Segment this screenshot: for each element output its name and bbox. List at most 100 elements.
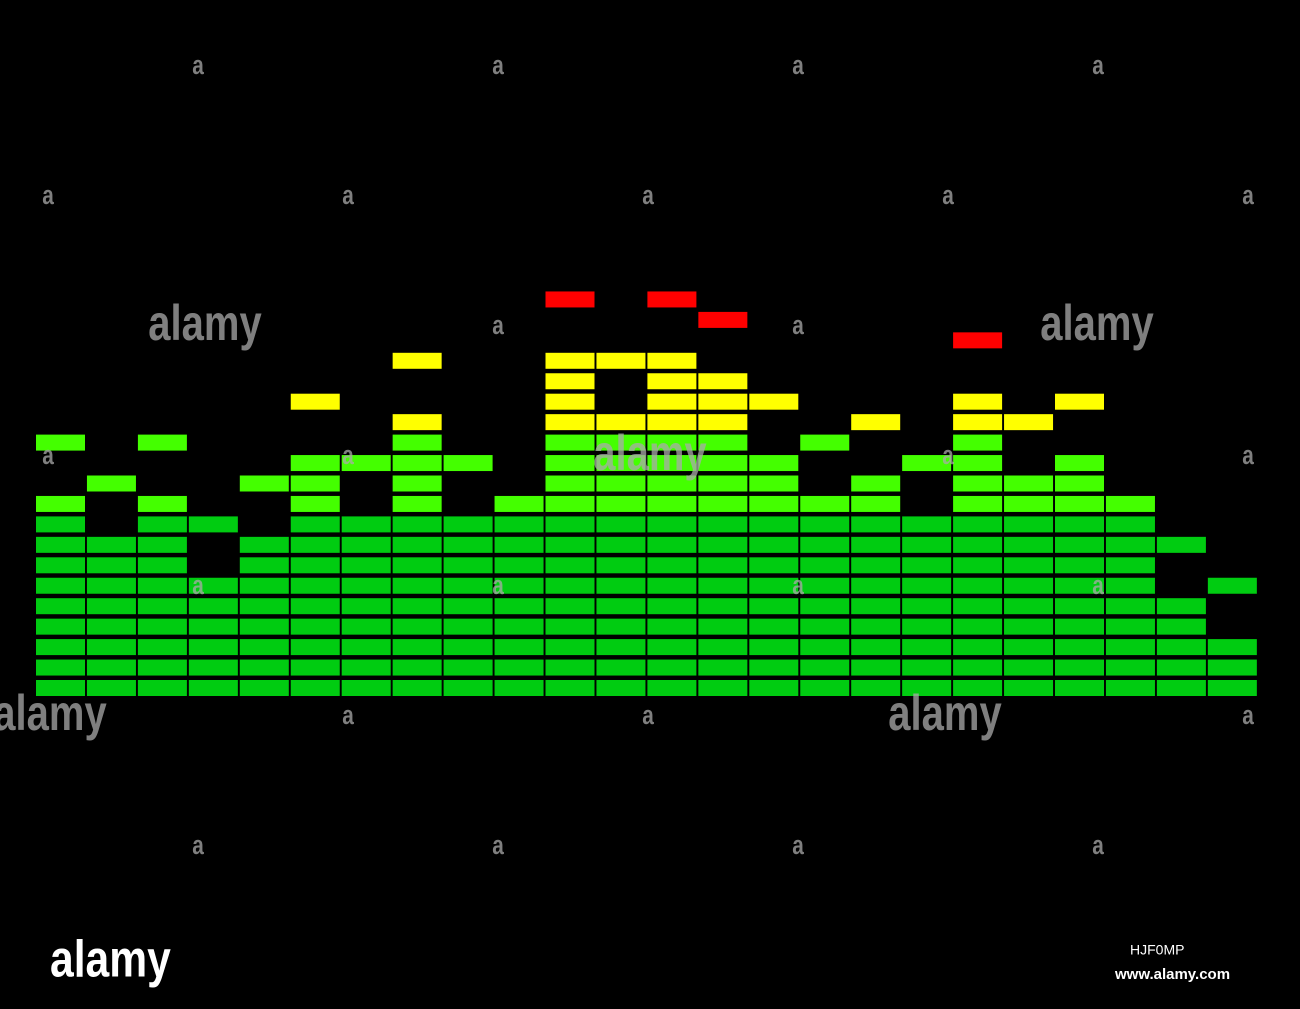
peak-cell <box>800 434 850 451</box>
peak-cell <box>290 393 340 410</box>
level-cell <box>443 618 493 635</box>
level-cell <box>443 659 493 676</box>
watermark: a <box>1242 701 1254 730</box>
level-cell <box>341 639 391 656</box>
level-cell <box>545 414 595 431</box>
level-cell <box>698 434 748 451</box>
watermark: a <box>1242 181 1254 210</box>
watermark: a <box>192 571 204 600</box>
level-cell <box>36 659 85 676</box>
level-cell <box>596 434 646 451</box>
level-cell <box>1156 639 1206 656</box>
level-cell <box>443 516 493 533</box>
level-cell <box>86 618 136 635</box>
peak-cell <box>137 434 187 451</box>
level-cell <box>596 659 646 676</box>
level-cell <box>698 680 748 696</box>
level-cell <box>800 598 850 615</box>
level-cell <box>341 598 391 615</box>
level-cell <box>698 495 748 512</box>
level-cell <box>1156 618 1206 635</box>
watermark: a <box>192 51 204 80</box>
level-cell <box>1004 680 1054 696</box>
watermark: a <box>1092 571 1104 600</box>
level-cell <box>392 598 442 615</box>
level-cell <box>851 659 901 676</box>
level-cell <box>290 639 340 656</box>
level-cell <box>1207 639 1257 656</box>
level-cell <box>494 618 544 635</box>
level-cell <box>851 495 901 512</box>
level-cell <box>545 618 595 635</box>
level-cell <box>290 618 340 635</box>
level-cell <box>137 598 187 615</box>
level-cell <box>1156 659 1206 676</box>
level-cell <box>698 618 748 635</box>
level-cell <box>1105 598 1155 615</box>
level-cell <box>596 598 646 615</box>
level-cell <box>239 557 289 574</box>
level-cell <box>1055 598 1104 615</box>
level-cell <box>647 577 697 594</box>
level-cell <box>239 639 289 656</box>
watermark: a <box>792 311 804 340</box>
level-cell <box>137 557 187 574</box>
level-cell <box>188 639 238 656</box>
level-cell <box>545 516 595 533</box>
level-cell <box>698 598 748 615</box>
level-cell <box>1004 577 1054 594</box>
level-cell <box>494 598 544 615</box>
level-cell <box>698 455 748 472</box>
logo: alamy <box>50 931 171 989</box>
peak-cell <box>902 455 952 472</box>
level-cell <box>36 495 85 512</box>
level-cell <box>953 434 1003 451</box>
level-cell <box>392 659 442 676</box>
level-cell <box>1004 536 1054 553</box>
level-cell <box>647 598 697 615</box>
level-cell <box>137 495 187 512</box>
level-cell <box>239 680 289 696</box>
level-cell <box>86 598 136 615</box>
level-cell <box>545 557 595 574</box>
level-cell <box>545 373 595 390</box>
level-cell <box>290 475 340 492</box>
level-cell <box>137 577 187 594</box>
level-cell <box>545 475 595 492</box>
level-cell <box>188 577 238 594</box>
level-cell <box>443 536 493 553</box>
level-cell <box>698 516 748 533</box>
level-cell <box>953 475 1003 492</box>
peak-cell <box>188 516 238 533</box>
level-cell <box>698 659 748 676</box>
level-cell <box>647 639 697 656</box>
level-cell <box>494 639 544 656</box>
level-cell <box>902 557 952 574</box>
level-cell <box>545 536 595 553</box>
watermark: alamy <box>888 685 1001 741</box>
level-cell <box>86 680 136 696</box>
level-cell <box>290 557 340 574</box>
level-cell <box>1004 475 1054 492</box>
level-cell <box>494 557 544 574</box>
level-cell <box>596 475 646 492</box>
level-cell <box>647 393 697 410</box>
level-cell <box>800 516 850 533</box>
level-cell <box>902 598 952 615</box>
level-cell <box>188 680 238 696</box>
level-cell <box>36 516 85 533</box>
level-cell <box>341 577 391 594</box>
level-cell <box>341 618 391 635</box>
level-cell <box>290 536 340 553</box>
level-cell <box>1156 598 1206 615</box>
level-cell <box>137 680 187 696</box>
level-cell <box>596 516 646 533</box>
watermark: a <box>192 831 204 860</box>
level-cell <box>953 577 1003 594</box>
level-cell <box>800 495 850 512</box>
watermark: a <box>792 831 804 860</box>
watermark: alamy <box>1040 295 1153 351</box>
peak-cell <box>545 291 595 308</box>
